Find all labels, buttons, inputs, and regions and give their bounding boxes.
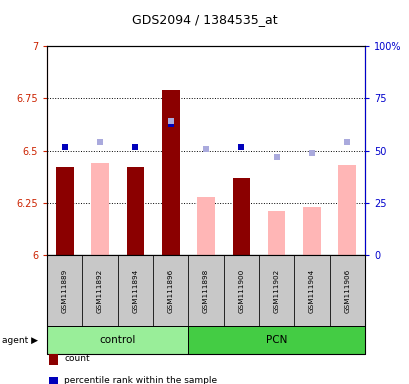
Text: GSM111896: GSM111896 — [167, 269, 173, 313]
Bar — [232, 178, 249, 255]
Text: GSM111906: GSM111906 — [344, 269, 349, 313]
Text: percentile rank within the sample: percentile rank within the sample — [64, 376, 217, 384]
Text: count: count — [64, 354, 90, 363]
Text: PCN: PCN — [265, 335, 287, 345]
Bar — [56, 167, 74, 255]
Text: agent ▶: agent ▶ — [2, 336, 38, 345]
Bar — [91, 163, 109, 255]
Text: control: control — [99, 335, 136, 345]
Text: GSM111900: GSM111900 — [238, 269, 244, 313]
Bar — [337, 166, 355, 255]
Text: GSM111894: GSM111894 — [132, 269, 138, 313]
Text: GSM111889: GSM111889 — [62, 269, 67, 313]
Bar — [197, 197, 214, 255]
Text: GSM111902: GSM111902 — [273, 269, 279, 313]
Bar — [126, 167, 144, 255]
Text: GSM111898: GSM111898 — [202, 269, 209, 313]
Text: GSM111904: GSM111904 — [308, 269, 314, 313]
Bar — [267, 212, 285, 255]
Bar — [162, 90, 179, 255]
Text: GSM111892: GSM111892 — [97, 269, 103, 313]
Text: GDS2094 / 1384535_at: GDS2094 / 1384535_at — [132, 13, 277, 26]
Bar — [302, 207, 320, 255]
